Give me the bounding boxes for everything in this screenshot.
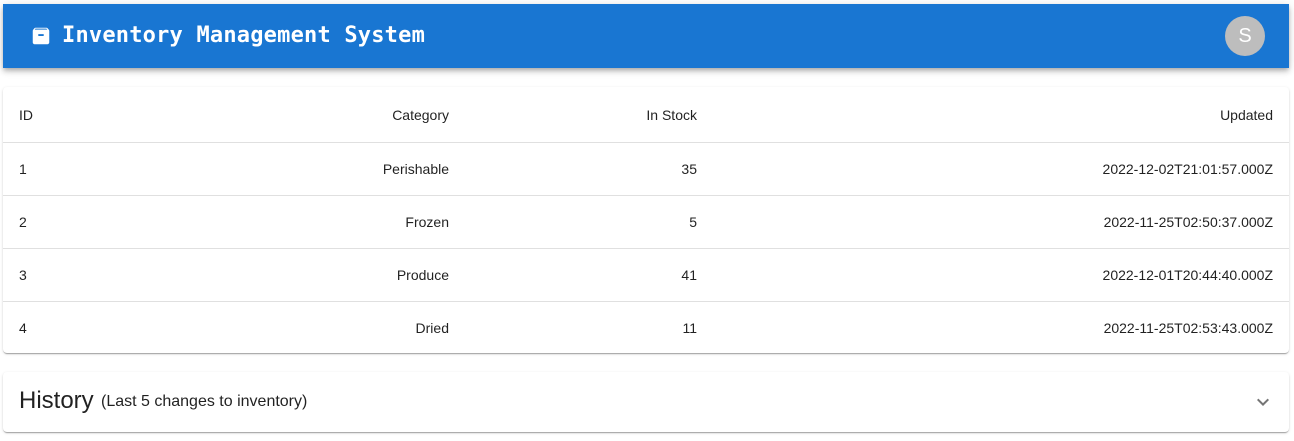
column-header-in-stock: In Stock <box>465 87 713 143</box>
app-bar: Inventory Management System S <box>3 4 1289 68</box>
table-row: 4 Dried 11 2022-11-25T02:53:43.000Z <box>3 302 1289 354</box>
cell-updated: 2022-11-25T02:50:37.000Z <box>713 195 1289 249</box>
cell-id: 1 <box>3 142 133 196</box>
user-avatar[interactable]: S <box>1225 16 1265 56</box>
cell-in-stock: 41 <box>465 248 713 302</box>
cell-category: Frozen <box>133 195 465 249</box>
table-row: 2 Frozen 5 2022-11-25T02:50:37.000Z <box>3 195 1289 249</box>
cell-updated: 2022-12-02T21:01:57.000Z <box>713 142 1289 196</box>
inventory-table-container: ID Category In Stock Updated 1 Perishabl… <box>3 87 1289 353</box>
cell-updated: 2022-12-01T20:44:40.000Z <box>713 248 1289 302</box>
column-header-updated: Updated <box>713 87 1289 143</box>
cell-id: 4 <box>19 320 27 336</box>
table-row: 1 Perishable 35 2022-12-02T21:01:57.000Z <box>3 142 1289 196</box>
table-row: 3 Produce 41 2022-12-01T20:44:40.000Z <box>3 248 1289 302</box>
archive-box-icon <box>32 27 50 45</box>
history-subtitle: (Last 5 changes to inventory) <box>101 393 308 410</box>
column-header-id: ID <box>3 87 133 143</box>
cell-updated: 2022-11-25T02:53:43.000Z <box>1103 320 1273 336</box>
cell-in-stock: 35 <box>465 142 713 196</box>
chevron-down-icon[interactable] <box>1251 390 1275 414</box>
table-header-row: ID Category In Stock Updated <box>3 87 1289 143</box>
cell-category: Perishable <box>133 142 465 196</box>
cell-category: Produce <box>133 248 465 302</box>
cell-id: 2 <box>3 195 133 249</box>
cell-in-stock: 5 <box>465 195 713 249</box>
cell-id: 3 <box>3 248 133 302</box>
history-accordion[interactable]: History (Last 5 changes to inventory) <box>3 372 1289 432</box>
inventory-table: ID Category In Stock Updated 1 Perishabl… <box>3 87 1289 353</box>
cell-category: Dried <box>415 320 449 336</box>
history-title: History <box>19 387 94 414</box>
app-title: Inventory Management System <box>62 23 426 48</box>
cell-in-stock: 11 <box>682 320 697 336</box>
column-header-category: Category <box>133 87 465 143</box>
